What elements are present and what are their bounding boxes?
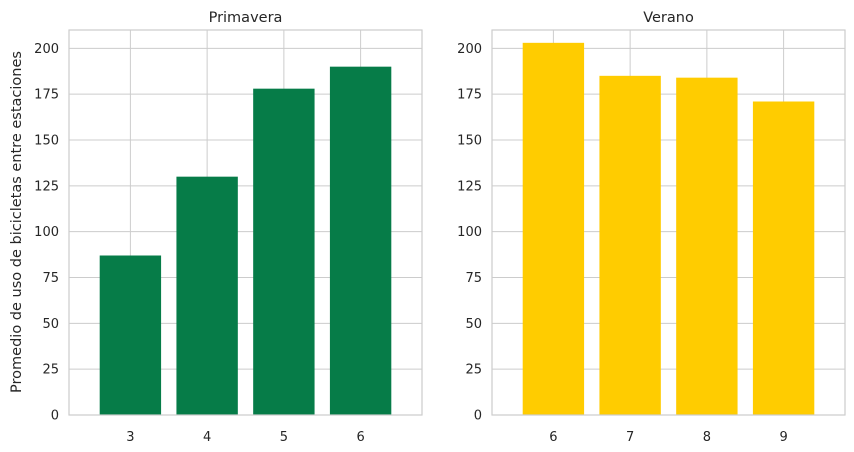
chart0-x-tick-label: 5: [280, 430, 288, 445]
chart1-x-tick-label: 6: [549, 430, 557, 445]
chart0-title: Primavera: [209, 10, 283, 26]
chart0-x-tick-label: 6: [356, 430, 364, 445]
chart1-bar-8: [676, 77, 738, 416]
chart1-y-tick-label: 125: [457, 179, 482, 194]
chart0-axes-frame: [68, 29, 423, 416]
chart0-bar-5: [253, 88, 315, 416]
chart0-y-tick-label: 125: [34, 179, 59, 194]
chart-panel-verano: Verano 0 25 50 75 100 125 150 175 200 6 7 8 9: [457, 10, 846, 445]
chart1-y-tick-label: 200: [457, 42, 482, 57]
chart1-bar-6: [522, 42, 585, 415]
chart0-y-tick-label: 0: [51, 409, 59, 424]
chart1-y-tick-label: 150: [457, 134, 482, 149]
chart0-x-tick-label: 3: [126, 430, 134, 445]
chart1-y-tick-label: 0: [474, 409, 482, 424]
chart0-y-tick-label: 150: [34, 134, 59, 149]
chart0-y-tick-label: 25: [42, 363, 59, 378]
chart1-y-tick-label: 100: [457, 225, 482, 240]
chart-panel-primavera: Primavera 0 25 50 75 100 125 150 175 200 3 4 5 6: [34, 10, 423, 445]
chart1-bar-9: [752, 101, 815, 415]
chart1-y-tick-label: 75: [465, 271, 482, 286]
chart0-y-tick-label: 75: [42, 271, 59, 286]
chart1-title: Verano: [643, 10, 694, 26]
chart0-y-tick-label: 100: [34, 225, 59, 240]
chart1-x-tick-label: 7: [626, 430, 634, 445]
chart0-x-tick-label: 4: [203, 430, 211, 445]
chart0-y-tick-label: 175: [34, 88, 59, 103]
chart0-y-tick-label: 50: [42, 317, 59, 332]
chart1-x-tick-label: 9: [779, 430, 787, 445]
chart1-y-tick-label: 175: [457, 88, 482, 103]
chart0-y-tick-label: 200: [34, 42, 59, 57]
chart1-y-tick-label: 50: [465, 317, 482, 332]
chart1-axes-frame: [491, 29, 846, 416]
chart1-x-tick-label: 8: [703, 430, 711, 445]
chart1-y-tick-label: 25: [465, 363, 482, 378]
chart0-bar-6: [329, 66, 392, 416]
chart0-bar-4: [176, 176, 238, 415]
chart1-bar-7: [599, 75, 661, 415]
y-axis-title: Promedio de uso de bicicletas entre esta…: [9, 51, 25, 393]
chart0-bar-3: [99, 255, 162, 415]
